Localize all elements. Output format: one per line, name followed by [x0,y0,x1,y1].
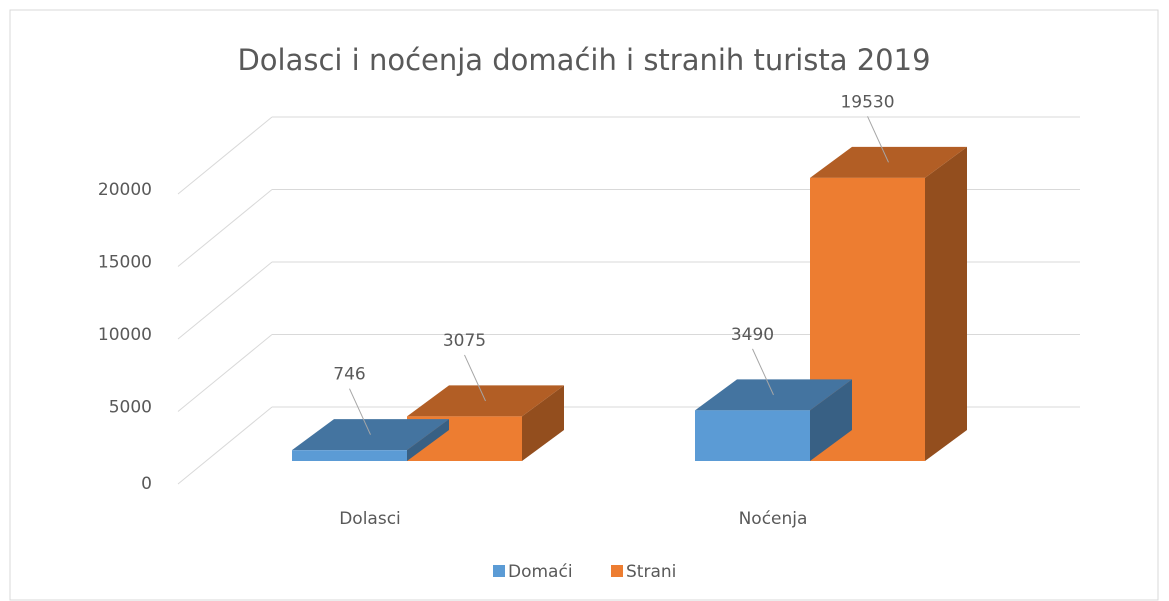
grid-line [177,334,273,412]
y-tick-label: 5000 [109,398,152,418]
chart-frame [9,9,1159,601]
y-tick-label: 20000 [98,180,152,200]
y-tick-label: 0 [141,474,152,494]
data-label: 746 [333,365,365,385]
grid-line [177,189,273,267]
leader-line [349,388,371,435]
legend-swatch [493,565,505,577]
data-label: 19530 [840,92,894,112]
leader-line [464,354,486,402]
legend-label: Strani [626,562,676,582]
bar-side [522,385,564,461]
y-tick-label: 10000 [98,325,152,345]
bar-side [810,379,852,461]
bar-side [925,146,967,461]
bar-side [407,419,449,461]
bar [695,410,810,461]
legend-label: Domaći [508,562,573,582]
grid-line [177,116,273,195]
leader-line [867,116,889,163]
data-label: 3075 [443,331,486,351]
data-label: 3490 [731,325,774,345]
leader-line [752,348,774,396]
grid-line [177,261,273,340]
grid-line [177,406,273,485]
x-tick-label: Noćenja [739,509,808,529]
chart-title: Dolasci i noćenja domaćih i stranih turi… [237,43,930,77]
y-tick-label: 15000 [98,253,152,273]
bar [292,450,407,461]
legend-swatch [611,565,623,577]
x-tick-label: Dolasci [339,509,401,529]
